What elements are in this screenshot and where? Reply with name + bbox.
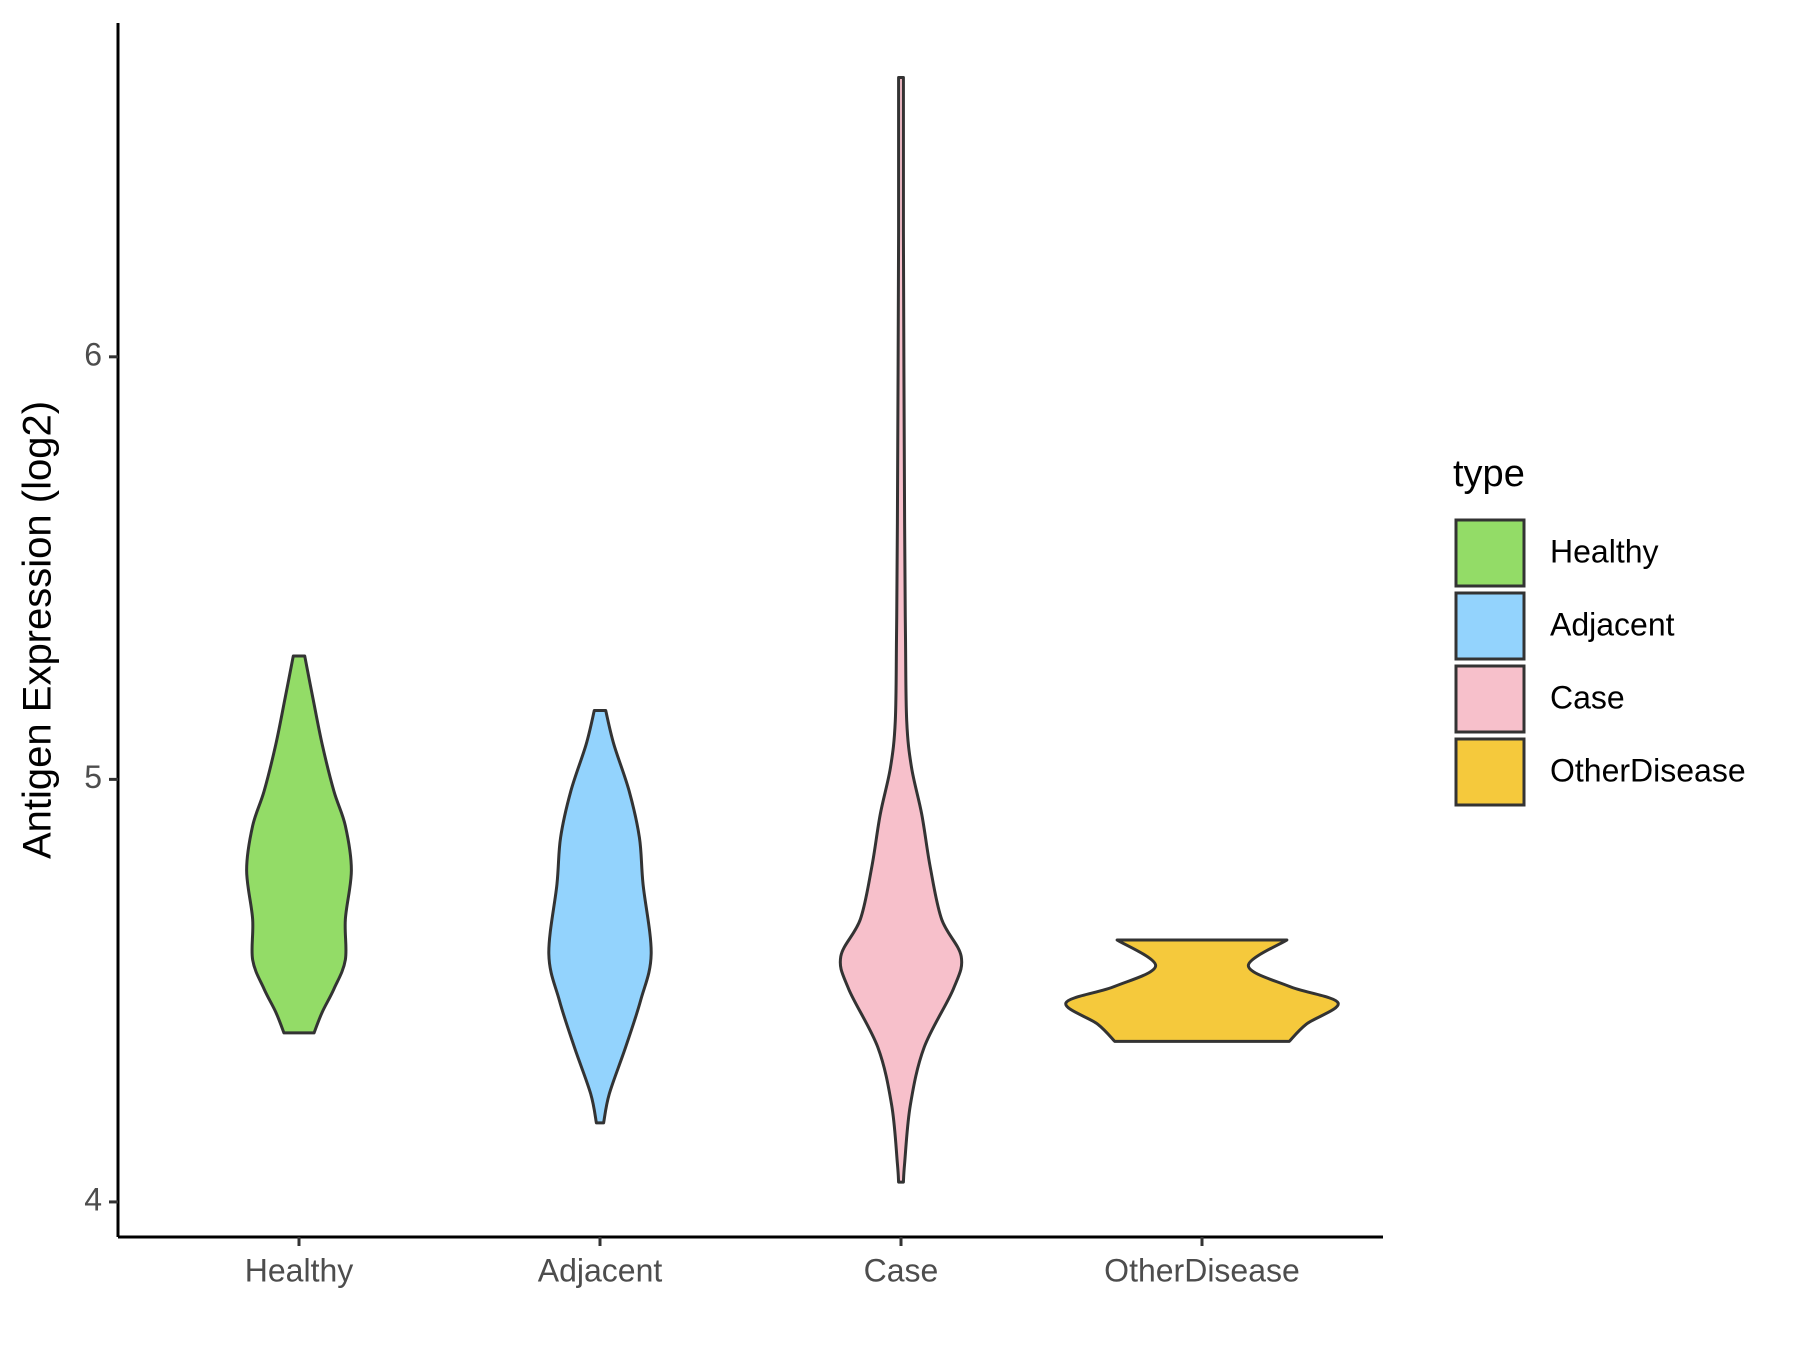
legend-label: Healthy (1550, 533, 1659, 569)
violin (838, 76, 964, 1184)
violin (1064, 938, 1340, 1043)
x-tick-label: Adjacent (538, 1252, 663, 1288)
legend-title: type (1453, 453, 1525, 495)
y-tick-label: 4 (84, 1181, 102, 1217)
x-tick-label: Case (864, 1252, 939, 1288)
y-tick-label: 5 (84, 759, 102, 795)
x-tick-label: Healthy (245, 1252, 354, 1288)
violin (245, 654, 353, 1035)
violin (547, 708, 653, 1125)
y-tick-label: 6 (84, 336, 102, 372)
legend-key (1454, 518, 1526, 588)
legend-label: Adjacent (1550, 606, 1675, 642)
legend-label: Case (1550, 679, 1625, 715)
legend-label: OtherDisease (1550, 752, 1746, 788)
x-tick-label: OtherDisease (1104, 1252, 1300, 1288)
y-axis-title: Antigen Expression (log2) (16, 401, 60, 859)
legend-key (1454, 664, 1526, 734)
legend-key (1454, 591, 1526, 661)
legend-key (1454, 737, 1526, 807)
